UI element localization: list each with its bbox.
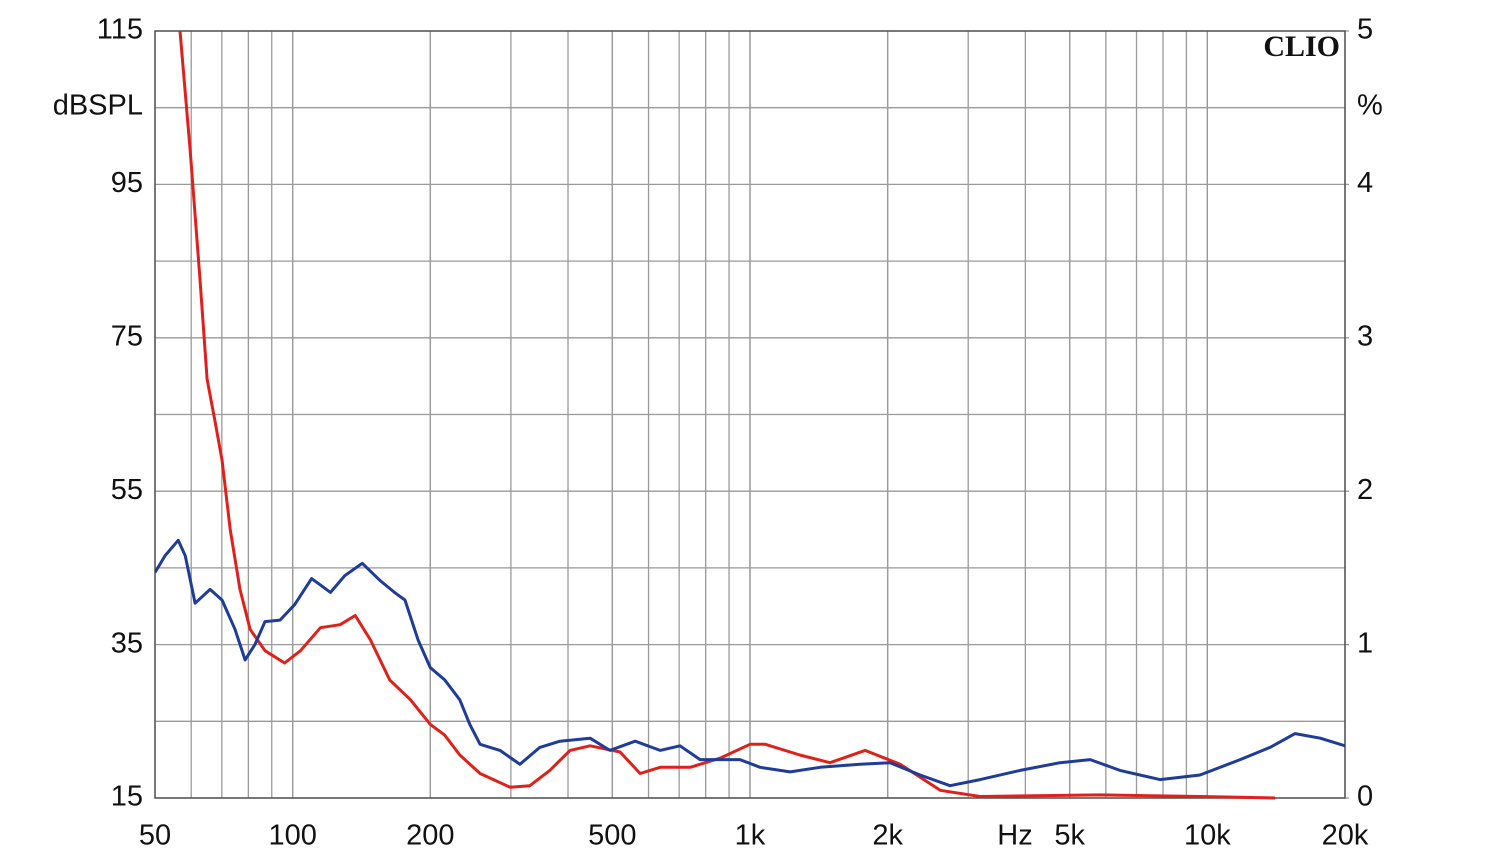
- y2-tick-label: 3: [1357, 320, 1373, 352]
- data-line: [178, 30, 1276, 800]
- x-tick-label: 2k: [872, 820, 903, 852]
- y2-tick-label: 4: [1357, 167, 1373, 199]
- x-tick-label: 100: [268, 820, 316, 852]
- y2-tick-label: 1: [1357, 627, 1373, 659]
- y-tick-label: 115: [97, 14, 143, 46]
- y2-axis-label: %: [1357, 90, 1383, 122]
- y-tick-label: 15: [111, 781, 143, 813]
- x-tick-label: 500: [588, 820, 636, 852]
- logo: CLIO: [1263, 30, 1340, 63]
- y2-tick-label: 5: [1357, 14, 1373, 46]
- y2-tick-label: 2: [1357, 474, 1373, 506]
- x-tick-label: 10k: [1184, 820, 1231, 852]
- x-tick-label: 1k: [735, 820, 766, 852]
- x-tick-label: 200: [406, 820, 454, 852]
- x-tick-label: 5k: [1054, 820, 1085, 852]
- y-tick-label: 75: [111, 320, 143, 352]
- x-tick-label: 50: [139, 820, 171, 852]
- data-line: [155, 538, 1345, 788]
- y-axis-label: dBSPL: [53, 90, 143, 122]
- plot-frame: [154, 30, 1346, 799]
- y2-tick-label: 0: [1357, 781, 1373, 813]
- y-tick-label: 35: [111, 627, 143, 659]
- x-tick-label: 20k: [1322, 820, 1369, 852]
- y-tick-label: 95: [111, 167, 143, 199]
- x-axis-label: Hz: [997, 820, 1032, 852]
- y-tick-label: 55: [111, 474, 143, 506]
